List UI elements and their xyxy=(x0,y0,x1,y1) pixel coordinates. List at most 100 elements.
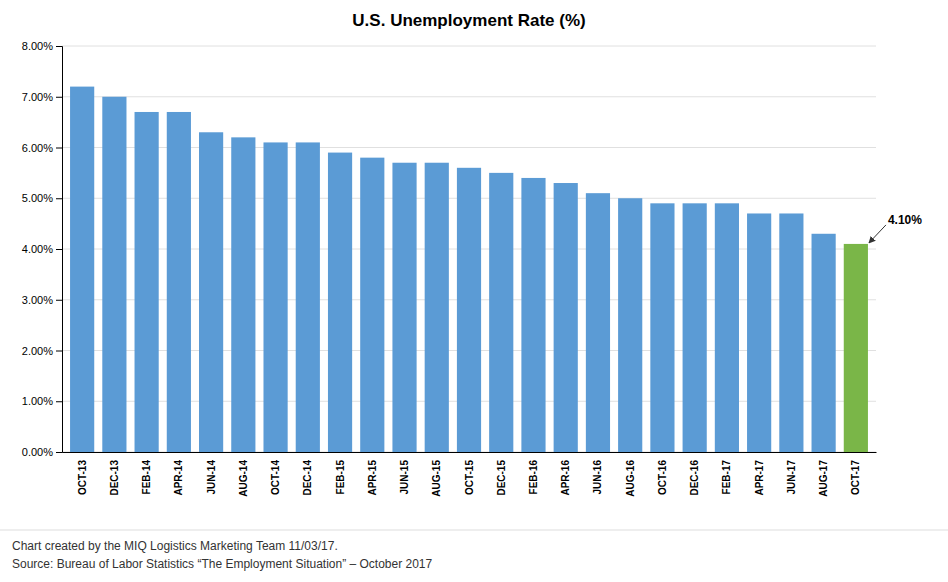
chart-container: 0.00%1.00%2.00%3.00%4.00%5.00%6.00%7.00%… xyxy=(0,0,948,582)
x-axis: OCT-13 DEC-13 FEB-14 APR-14 JUN-14 AUG-14 OCT-… xyxy=(63,453,877,497)
bar xyxy=(812,234,836,452)
y-tick: 1.00% xyxy=(22,395,62,407)
y-tick-mark xyxy=(56,401,62,402)
y-tick-mark xyxy=(56,148,62,149)
x-tick-label: FEB-15 xyxy=(335,460,346,495)
chart-svg: 0.00%1.00%2.00%3.00%4.00%5.00%6.00%7.00%… xyxy=(0,0,948,582)
x-tick: AUG-14 xyxy=(238,460,249,497)
x-tick-label: OCT-17 xyxy=(850,460,861,495)
x-tick-label: DEC-15 xyxy=(496,460,507,496)
x-tick: FEB-16 xyxy=(528,460,539,495)
bar xyxy=(489,173,513,452)
x-tick-label: FEB-16 xyxy=(528,460,539,495)
y-tick-label: 2.00% xyxy=(22,345,53,357)
x-tick-label: AUG-17 xyxy=(818,460,829,497)
x-tick-label: JUN-14 xyxy=(206,460,217,495)
grid-line xyxy=(62,46,876,47)
y-axis-line xyxy=(56,47,63,453)
y-tick-label: 4.00% xyxy=(22,243,53,255)
bar xyxy=(167,112,191,452)
x-tick-label: FEB-14 xyxy=(141,460,152,495)
y-tick-mark xyxy=(56,198,62,199)
annotation: 4.10% xyxy=(888,213,922,227)
bar xyxy=(554,183,578,452)
y-tick-mark xyxy=(56,46,62,47)
x-tick-label: DEC-16 xyxy=(689,460,700,496)
bar xyxy=(425,163,449,452)
x-tick: APR-14 xyxy=(173,460,184,496)
x-tick: JUN-16 xyxy=(592,460,603,495)
bar xyxy=(715,203,739,452)
x-tick: OCT-13 xyxy=(77,460,88,495)
y-tick: 4.00% xyxy=(22,243,62,255)
x-tick-label: FEB-17 xyxy=(721,460,732,495)
y-tick-mark xyxy=(56,300,62,301)
y-tick: 2.00% xyxy=(22,345,62,357)
x-tick-label: JUN-15 xyxy=(399,460,410,495)
y-tick-mark xyxy=(56,97,62,98)
bar xyxy=(392,163,416,452)
x-tick: FEB-14 xyxy=(141,460,152,495)
x-tick: JUN-17 xyxy=(786,460,797,495)
x-tick: OCT-17 xyxy=(850,460,861,495)
bar xyxy=(263,142,287,452)
bar xyxy=(199,132,223,452)
x-tick: FEB-17 xyxy=(721,460,732,495)
x-tick: JUN-14 xyxy=(206,460,217,495)
x-tick: OCT-14 xyxy=(270,460,281,495)
bar xyxy=(231,137,255,452)
annotation-arrow xyxy=(869,225,886,243)
y-tick-label: 1.00% xyxy=(22,395,53,407)
bar xyxy=(102,97,126,452)
footer-text: Chart created by the MIQ Logistics Marke… xyxy=(12,539,338,553)
footer: Chart created by the MIQ Logistics Marke… xyxy=(0,530,948,571)
bar xyxy=(521,178,545,452)
bar xyxy=(650,203,674,452)
x-tick-label: AUG-16 xyxy=(625,460,636,497)
bar xyxy=(779,213,803,452)
y-tick-mark xyxy=(56,452,62,453)
y-tick-mark xyxy=(56,249,62,250)
x-tick-label: JUN-17 xyxy=(786,460,797,495)
bar xyxy=(747,213,771,452)
y-tick: 5.00% xyxy=(22,192,62,204)
x-tick-label: APR-14 xyxy=(173,460,184,496)
bars xyxy=(70,87,868,452)
y-tick-label: 7.00% xyxy=(22,91,53,103)
x-tick: AUG-15 xyxy=(431,460,442,497)
x-tick: AUG-16 xyxy=(625,460,636,497)
x-tick: DEC-16 xyxy=(689,460,700,496)
y-tick-label: 6.00% xyxy=(22,142,53,154)
x-tick-label: OCT-15 xyxy=(464,460,475,495)
x-tick: DEC-13 xyxy=(109,460,120,496)
bar xyxy=(683,203,707,452)
y-tick: 6.00% xyxy=(22,142,62,154)
x-tick-label: DEC-14 xyxy=(302,460,313,496)
bar xyxy=(586,193,610,452)
y-tick-label: 8.00% xyxy=(22,40,53,52)
x-tick: OCT-16 xyxy=(657,460,668,495)
y-tick-mark xyxy=(56,351,62,352)
x-tick: APR-16 xyxy=(560,460,571,496)
x-tick-label: OCT-16 xyxy=(657,460,668,495)
x-tick: FEB-15 xyxy=(335,460,346,495)
bar xyxy=(296,142,320,452)
x-tick: JUN-15 xyxy=(399,460,410,495)
bar xyxy=(360,158,384,452)
bar xyxy=(844,244,868,452)
bar xyxy=(70,87,94,452)
bar xyxy=(457,168,481,452)
x-tick: DEC-14 xyxy=(302,460,313,496)
x-tick-label: OCT-14 xyxy=(270,460,281,495)
x-tick-label: JUN-16 xyxy=(592,460,603,495)
footer-text: Source: Bureau of Labor Statistics “The … xyxy=(12,557,433,571)
bar xyxy=(135,112,159,452)
x-tick-label: APR-16 xyxy=(560,460,571,496)
x-tick: AUG-17 xyxy=(818,460,829,497)
y-tick-label: 5.00% xyxy=(22,192,53,204)
x-tick-label: AUG-14 xyxy=(238,460,249,497)
grid xyxy=(62,46,876,452)
y-tick: 0.00% xyxy=(22,446,62,458)
footer-separator xyxy=(0,530,948,531)
x-tick-label: APR-15 xyxy=(367,460,378,496)
